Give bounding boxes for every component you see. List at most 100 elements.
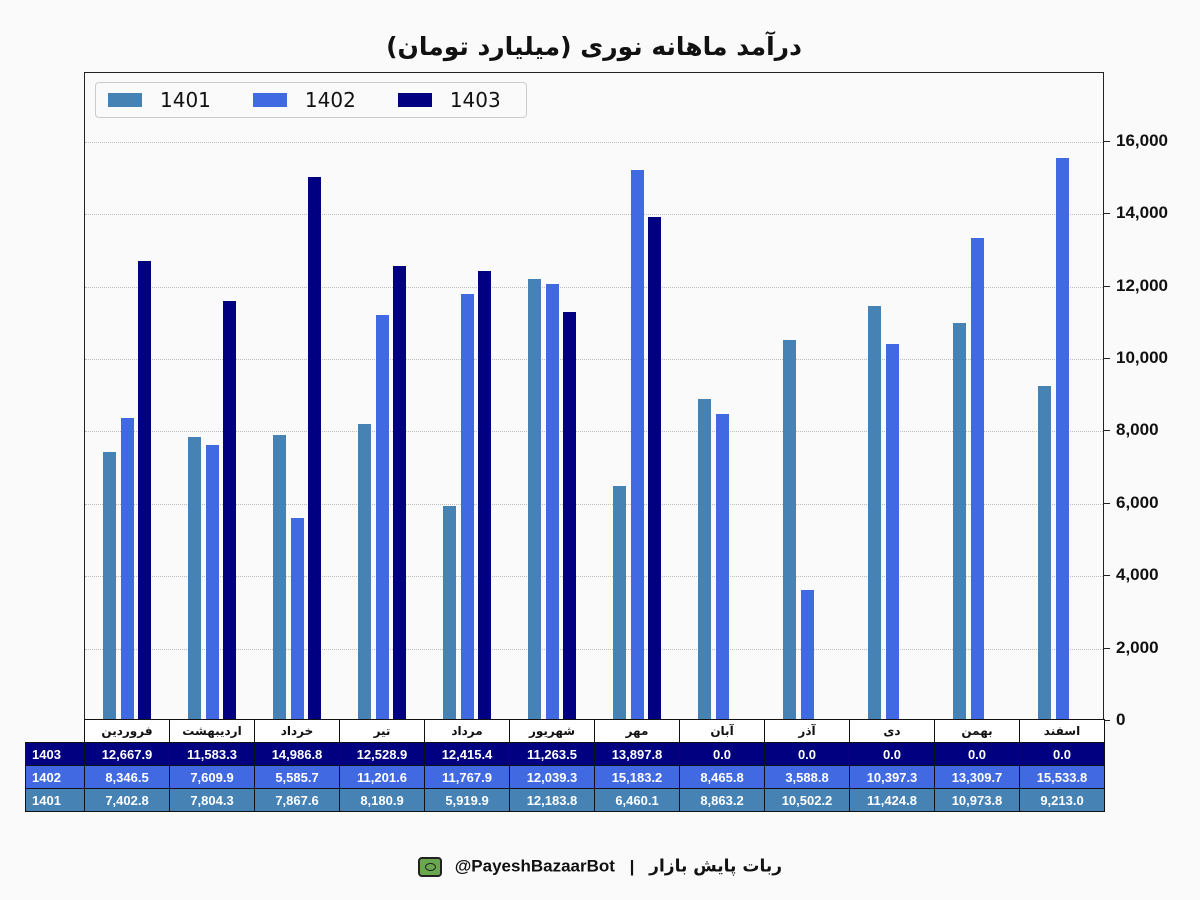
bar-1402 [121,417,134,720]
table-cell: 8,180.9 [339,788,425,812]
bar-1401 [783,339,796,720]
footer-separator: | [629,856,635,876]
y-tick-label: 2,000 [1116,637,1159,657]
table-row: 1402 8,346.5 7,609.9 5,585.7 11,201.6 11,767.… [25,765,1105,789]
table-cell: 13,897.8 [594,742,680,766]
table-cell: 5,585.7 [254,765,340,789]
chart-title: درآمد ماهانه نوری (میلیارد تومان) [386,32,802,61]
data-table: فروردین اردیبهشت خرداد تیر مرداد شهریور مهر آبا… [25,719,1105,812]
table-cell: 7,609.9 [169,765,255,789]
table-cell: 13,309.7 [934,765,1020,789]
table-column-header: شهریور [509,719,595,743]
bar-1402 [631,170,644,720]
bar-1401 [613,486,626,720]
table-cell: 8,863.2 [679,788,765,812]
legend-item-1403: 1403 [397,88,501,112]
table-column-header: آبان [679,719,765,743]
table-cell: 12,183.8 [509,788,595,812]
table-corner [26,720,85,743]
gridline [85,286,1103,288]
table-cell: 9,213.0 [1019,788,1105,812]
y-tick [1104,575,1110,577]
table-cell: 12,415.4 [424,742,510,766]
table-cell: 10,397.3 [849,765,935,789]
bar-1401 [953,322,966,720]
table-column-header: دی [849,719,935,743]
gridline [85,214,1103,216]
bar-1402 [291,517,304,720]
gridline [85,141,1103,143]
y-tick [1104,285,1110,287]
table-cell: 7,804.3 [169,788,255,812]
table-row: 1403 12,667.9 11,583.3 14,986.8 12,528.9 12,4… [25,742,1105,766]
bar-1403 [223,300,236,720]
table-cell: 8,346.5 [84,765,170,789]
table-column-header: تیر [339,719,425,743]
bar-1402 [886,343,899,720]
legend-swatch [397,93,432,107]
legend-item-1402: 1402 [252,88,356,112]
bar-1401 [528,278,541,720]
table-column-header: فروردین [84,719,170,743]
bar-1401 [188,437,201,720]
legend: 1401 1402 1403 [95,82,527,118]
bar-1403 [393,266,406,720]
y-tick-label: 4,000 [1116,565,1159,585]
bar-1402 [971,238,984,720]
bar-1402 [801,590,814,720]
table-column-header: بهمن [934,719,1020,743]
table-cell: 5,919.9 [424,788,510,812]
table-row-header: 1401 [25,788,85,812]
table-column-header: اسفند [1019,719,1105,743]
y-tick-label: 16,000 [1116,130,1168,150]
bar-1403 [138,261,151,720]
y-tick [1104,140,1110,142]
bar-1401 [1038,386,1051,720]
table-cell: 0.0 [934,742,1020,766]
table-cell: 0.0 [1019,742,1105,766]
y-tick-label: 6,000 [1116,492,1159,512]
y-tick-label: 10,000 [1116,347,1168,367]
table-column-header: آذر [764,719,850,743]
table-column-header: مهر [594,719,680,743]
bar-1401 [273,435,286,720]
table-cell: 0.0 [679,742,765,766]
legend-item-1401: 1401 [108,88,211,112]
table-cell: 15,533.8 [1019,765,1105,789]
gridline [85,358,1103,360]
table-cell: 0.0 [764,742,850,766]
table-cell: 8,465.8 [679,765,765,789]
bar-1403 [478,270,491,720]
y-tick [1104,647,1110,649]
table-cell: 3,588.8 [764,765,850,789]
y-tick-label: 12,000 [1116,275,1168,295]
gridline [85,431,1103,433]
table-cell: 12,528.9 [339,742,425,766]
table-cell: 11,201.6 [339,765,425,789]
table-cell: 7,867.6 [254,788,340,812]
bar-1403 [308,177,321,720]
y-tick-label: 8,000 [1116,420,1159,440]
footer-text: ربات پایش بازار [649,856,782,877]
bar-1402 [1056,157,1069,720]
bar-1403 [648,216,661,720]
plot-area [84,72,1104,720]
table-column-header: اردیبهشت [169,719,255,743]
gridline [85,648,1103,650]
table-cell: 11,583.3 [169,742,255,766]
table-cell: 15,183.2 [594,765,680,789]
bar-1402 [376,314,389,720]
gridline [85,576,1103,578]
y-tick-label: 0 [1116,710,1126,729]
bar-1401 [443,505,456,720]
table-cell: 11,263.5 [509,742,595,766]
y-tick [1104,720,1110,721]
y-tick-label: 14,000 [1116,203,1168,223]
robot-monitor-icon [418,856,442,877]
legend-label: 1403 [449,88,501,112]
table-cell: 7,402.8 [84,788,170,812]
table-column-header: خرداد [254,719,340,743]
table-cell: 11,424.8 [849,788,935,812]
table-row-header: 1403 [25,742,85,766]
legend-label: 1401 [160,88,211,112]
